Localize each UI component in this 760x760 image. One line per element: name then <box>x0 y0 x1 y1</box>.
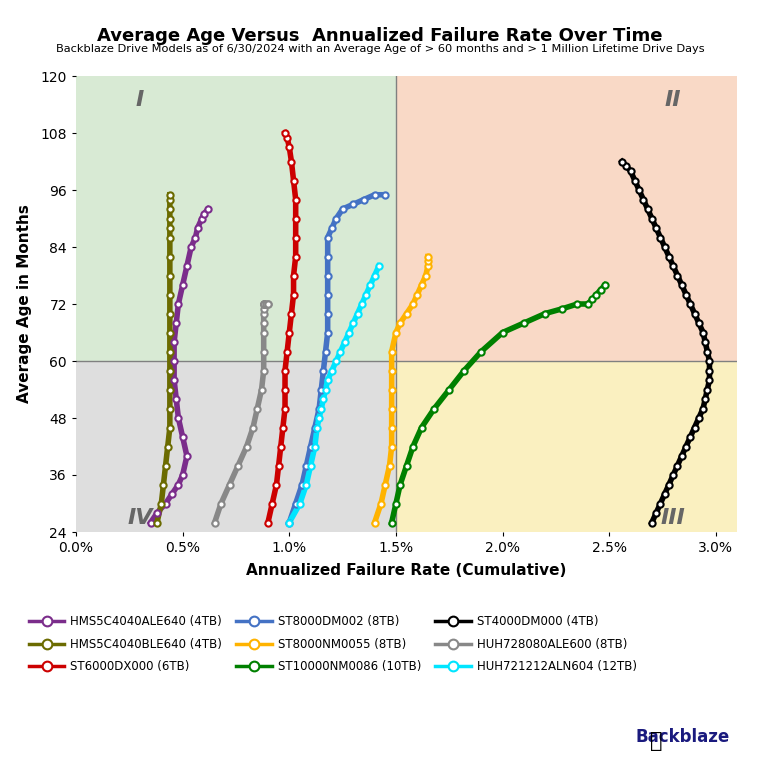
Text: Backblaze: Backblaze <box>635 728 730 746</box>
Legend: HMS5C4040ALE640 (4TB), HMS5C4040BLE640 (4TB), ST6000DX000 (6TB), ST8000DM002 (8T: HMS5C4040ALE640 (4TB), HMS5C4040BLE640 (… <box>29 616 637 673</box>
Text: Backblaze Drive Models as of 6/30/2024 with an Average Age of > 60 months and > : Backblaze Drive Models as of 6/30/2024 w… <box>55 44 705 54</box>
Text: II: II <box>665 90 682 109</box>
Text: 🔥: 🔥 <box>650 731 662 751</box>
Bar <box>396 361 737 532</box>
X-axis label: Annualized Failure Rate (Cumulative): Annualized Failure Rate (Cumulative) <box>246 563 567 578</box>
Bar <box>396 76 737 361</box>
Y-axis label: Average Age in Months: Average Age in Months <box>17 204 32 404</box>
Text: Average Age Versus  Annualized Failure Rate Over Time: Average Age Versus Annualized Failure Ra… <box>97 27 663 45</box>
Bar <box>76 361 396 532</box>
Text: I: I <box>136 90 144 109</box>
Text: III: III <box>661 508 686 527</box>
Bar <box>76 76 396 361</box>
Text: IV: IV <box>127 508 153 527</box>
